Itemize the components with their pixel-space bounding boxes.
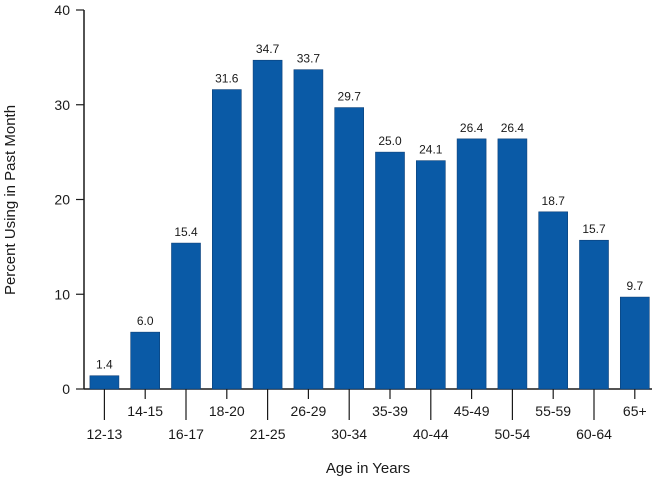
bar-value-label: 9.7 (626, 279, 643, 293)
x-tick-label: 30-34 (331, 426, 367, 442)
bar-value-label: 24.1 (419, 143, 443, 157)
x-axis-title: Age in Years (326, 460, 410, 477)
bar-12-13 (89, 375, 120, 390)
x-tick-label: 55-59 (535, 403, 571, 419)
bar-14-15 (130, 331, 160, 390)
bar-value-label: 18.7 (542, 194, 566, 208)
bar-value-label: 15.4 (174, 225, 198, 239)
bar-value-label: 25.0 (378, 134, 402, 148)
x-tick-label: 26-29 (290, 403, 326, 419)
bar-value-label: 26.4 (501, 121, 525, 135)
y-tick-label: 20 (54, 192, 70, 208)
y-tick-label: 10 (54, 286, 70, 302)
bar-value-label: 15.7 (582, 222, 606, 236)
bar-55-59 (538, 211, 569, 390)
bar-value-label: 33.7 (297, 52, 321, 66)
bar-18-20 (212, 89, 242, 390)
bar-50-54 (497, 138, 528, 390)
bar-value-label: 6.0 (137, 314, 154, 328)
y-tick-label: 0 (62, 381, 70, 397)
x-tick-label: 16-17 (168, 426, 204, 442)
x-tick-label: 60-64 (576, 426, 612, 442)
bar-value-label: 29.7 (338, 90, 362, 104)
y-ticks: 0 10 20 30 40 (54, 2, 84, 397)
bar-value-label: 1.4 (96, 358, 113, 372)
bar-26-29 (293, 69, 324, 390)
bar-21-25 (252, 59, 283, 390)
x-tick-label: 65+ (623, 403, 647, 419)
bars (89, 59, 650, 390)
bar-value-label: 26.4 (460, 121, 484, 135)
bar-30-34 (334, 107, 365, 390)
bar-value-label: 34.7 (256, 42, 280, 56)
bar-60-64 (579, 239, 609, 390)
x-tick-label: 14-15 (127, 403, 163, 419)
y-tick-label: 30 (54, 97, 70, 113)
y-tick-label: 40 (54, 2, 70, 18)
x-tick-label: 45-49 (454, 403, 490, 419)
x-tick-label: 50-54 (494, 426, 530, 442)
bar-16-17 (171, 242, 201, 390)
bar-35-39 (375, 151, 405, 390)
bar-value-label: 31.6 (215, 72, 239, 86)
x-tick-label: 35-39 (372, 403, 408, 419)
y-axis-title: Percent Using in Past Month (2, 105, 19, 295)
x-tick-label: 18-20 (209, 403, 245, 419)
bar-40-44 (415, 160, 446, 390)
bar-65+ (619, 296, 650, 390)
x-tick-label: 40-44 (413, 426, 449, 442)
value-labels: 1.4 6.0 15.4 31.6 34.7 33.7 29.7 25.0 24.1 26.4 26… (96, 42, 643, 372)
x-tick-label: 12-13 (86, 426, 122, 442)
x-tick-label: 21-25 (250, 426, 286, 442)
bar-45-49 (456, 138, 487, 390)
